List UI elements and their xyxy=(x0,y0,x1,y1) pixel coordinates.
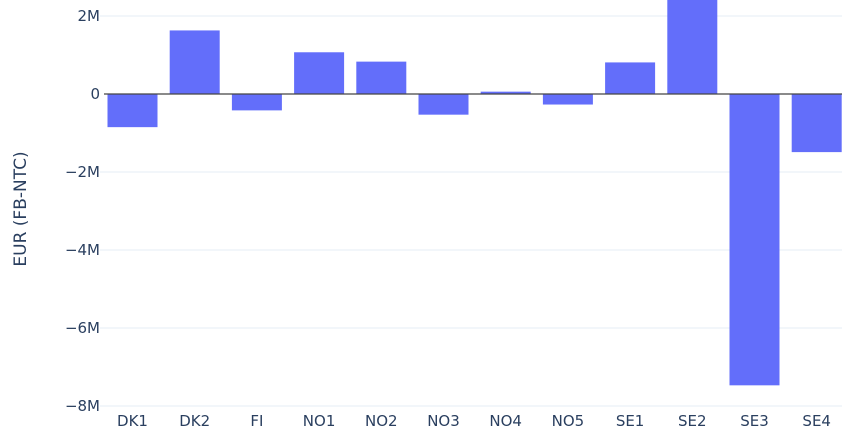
x-tick-label: SE1 xyxy=(616,412,645,430)
y-tick-label: −4M xyxy=(65,241,100,259)
bar-no2[interactable] xyxy=(356,61,407,94)
x-tick-label: SE4 xyxy=(802,412,831,430)
y-tick-label: 0 xyxy=(90,85,100,103)
bar-no5[interactable] xyxy=(542,94,593,105)
gridlines xyxy=(100,15,842,407)
y-tick-label: −8M xyxy=(65,397,100,415)
bars xyxy=(104,0,842,386)
bar-no3[interactable] xyxy=(418,94,469,115)
bar-dk1[interactable] xyxy=(107,94,158,128)
bar-no1[interactable] xyxy=(294,52,345,94)
x-tick-label: NO2 xyxy=(365,412,398,430)
y-tick-label: −2M xyxy=(65,163,100,181)
x-tick-label: SE2 xyxy=(678,412,707,430)
x-tick-label: SE3 xyxy=(740,412,769,430)
y-tick-label: −6M xyxy=(65,319,100,337)
bar-fi[interactable] xyxy=(231,94,282,111)
bar-se2[interactable] xyxy=(667,0,718,94)
x-tick-label: DK1 xyxy=(117,412,148,430)
x-tick-label: NO5 xyxy=(552,412,585,430)
y-axis-title: EUR (FB-NTC) xyxy=(11,151,31,266)
x-tick-label: NO4 xyxy=(489,412,522,430)
x-tick-labels: DK1 DK2 FI NO1 NO2 NO3 NO4 NO5 SE1 SE2 SE3 SE4 xyxy=(117,412,831,430)
x-tick-label: FI xyxy=(250,412,263,430)
bar-se1[interactable] xyxy=(605,62,656,94)
x-tick-label: NO3 xyxy=(427,412,460,430)
x-tick-label: NO1 xyxy=(303,412,336,430)
bar-dk2[interactable] xyxy=(169,30,220,94)
x-tick-label: DK2 xyxy=(179,412,210,430)
bar-no4[interactable] xyxy=(480,91,531,94)
bar-se4[interactable] xyxy=(791,94,842,153)
y-tick-labels: 2M 0 −2M −4M −6M −8M xyxy=(65,7,100,415)
y-tick-label: 2M xyxy=(78,7,101,25)
bar-se3[interactable] xyxy=(729,94,780,386)
